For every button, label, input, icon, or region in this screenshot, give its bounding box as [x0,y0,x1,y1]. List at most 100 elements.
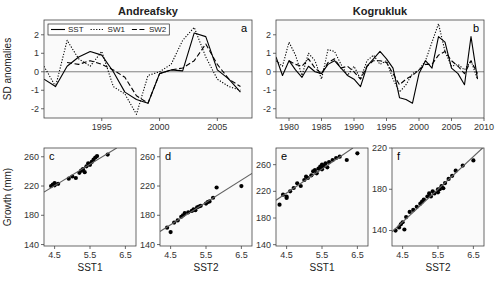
legend: SSTSW1SW2 [48,24,169,35]
y-tick [273,244,276,245]
series-line [276,24,478,92]
y-tick-label: -1 [263,85,271,95]
scatter-point [95,154,99,158]
plot-area [276,24,484,104]
plot-frame [276,20,484,118]
y-tick-label: -2 [263,104,271,114]
y-tick-label: 220 [24,181,39,191]
series-line [44,27,240,114]
y-tick-label: -2 [31,104,39,114]
x-tick [125,246,126,249]
x-tick-label: 2005 [207,122,227,132]
y-tick [41,71,44,72]
y-tick-label: 140 [140,240,155,250]
scatter-point [277,203,281,207]
plot-area [44,148,117,192]
series-line [289,51,478,84]
y-axis-label: Growth (mm) [2,168,13,226]
x-tick-label: 2010 [474,122,494,132]
plot-background [276,20,484,118]
x-tick [473,246,474,249]
y-tick [389,189,392,190]
y-tick-label: 0 [266,67,271,77]
y-tick [273,34,276,35]
y-tick-label: 260 [24,152,39,162]
panel-letter: d [165,150,171,162]
x-tick [90,246,91,249]
y-tick [41,34,44,35]
x-tick [357,246,358,249]
legend-swatch [91,29,105,30]
y-tick-label: 180 [24,210,39,220]
y-tick-label: 220 [140,181,155,191]
y-tick [41,90,44,91]
y-tick-label: 220 [372,143,387,153]
scatter-point [215,185,219,189]
scatter-point [285,195,289,199]
x-tick-label: 4.5 [48,250,61,260]
y-tick-label: 2 [266,30,271,40]
y-tick [41,186,44,187]
y-tick [273,71,276,72]
x-tick [217,118,218,121]
axes: 199520002005-2-1012 [31,30,227,132]
x-tick-label: 1990 [344,122,364,132]
x-tick [484,118,485,121]
legend-label: SW1 [108,25,126,34]
x-tick-label: 2000 [409,122,429,132]
scatter-point [169,230,173,234]
panel: 4.55.56.5140180220SST2f [372,143,484,273]
axes: 4.55.56.5140180220260 [256,160,364,260]
x-tick [438,246,439,249]
x-tick [101,118,102,121]
x-tick-label: 5.5 [84,250,97,260]
y-tick-label: 1 [266,48,271,58]
scatter-point [471,158,475,162]
plot-background [160,148,252,246]
y-tick [157,186,160,187]
x-tick-label: 6.5 [467,250,480,260]
y-tick [41,215,44,216]
y-tick-label: 180 [372,184,387,194]
figure: 199520002005-2-1012AndreafskySD anomalie… [0,0,500,290]
plot-frame [392,148,484,246]
series-line [160,173,252,231]
x-tick-label: 2005 [441,122,461,132]
x-tick-label: 6.5 [119,250,132,260]
panel-letter: c [49,150,55,162]
plot-area [276,148,359,207]
panel: 4.55.56.5140180220260SST2d [140,148,252,273]
y-tick-label: 1 [34,48,39,58]
x-tick [402,246,403,249]
x-tick-label: 1980 [279,122,299,132]
y-tick [157,215,160,216]
series-line [276,148,353,200]
y-tick-label: 180 [140,210,155,220]
plot-area [44,27,252,114]
x-tick [206,246,207,249]
series-line [67,44,240,103]
plot-frame [160,148,252,246]
scatter-point [345,158,349,162]
plot-frame [276,148,368,246]
series-line [44,148,117,192]
y-tick-label: 140 [372,225,387,235]
x-tick-label: 1995 [376,122,396,132]
y-tick [273,53,276,54]
axes: 1980198519901995200020052010-2-1012 [263,30,494,132]
x-tick-label: 4.5 [280,250,293,260]
x-tick [321,118,322,121]
x-tick [241,246,242,249]
x-axis-label: SST1 [309,262,334,273]
y-tick-label: 2 [34,30,39,40]
scatter-point [355,151,359,155]
y-tick-label: 260 [256,160,271,170]
scatter-point [441,186,445,190]
x-tick [419,118,420,121]
y-tick [41,53,44,54]
y-tick-label: 0 [34,67,39,77]
scatter-point [74,176,78,180]
plot-background [392,148,484,246]
x-tick-label: 2000 [150,122,170,132]
series-line [392,148,483,232]
